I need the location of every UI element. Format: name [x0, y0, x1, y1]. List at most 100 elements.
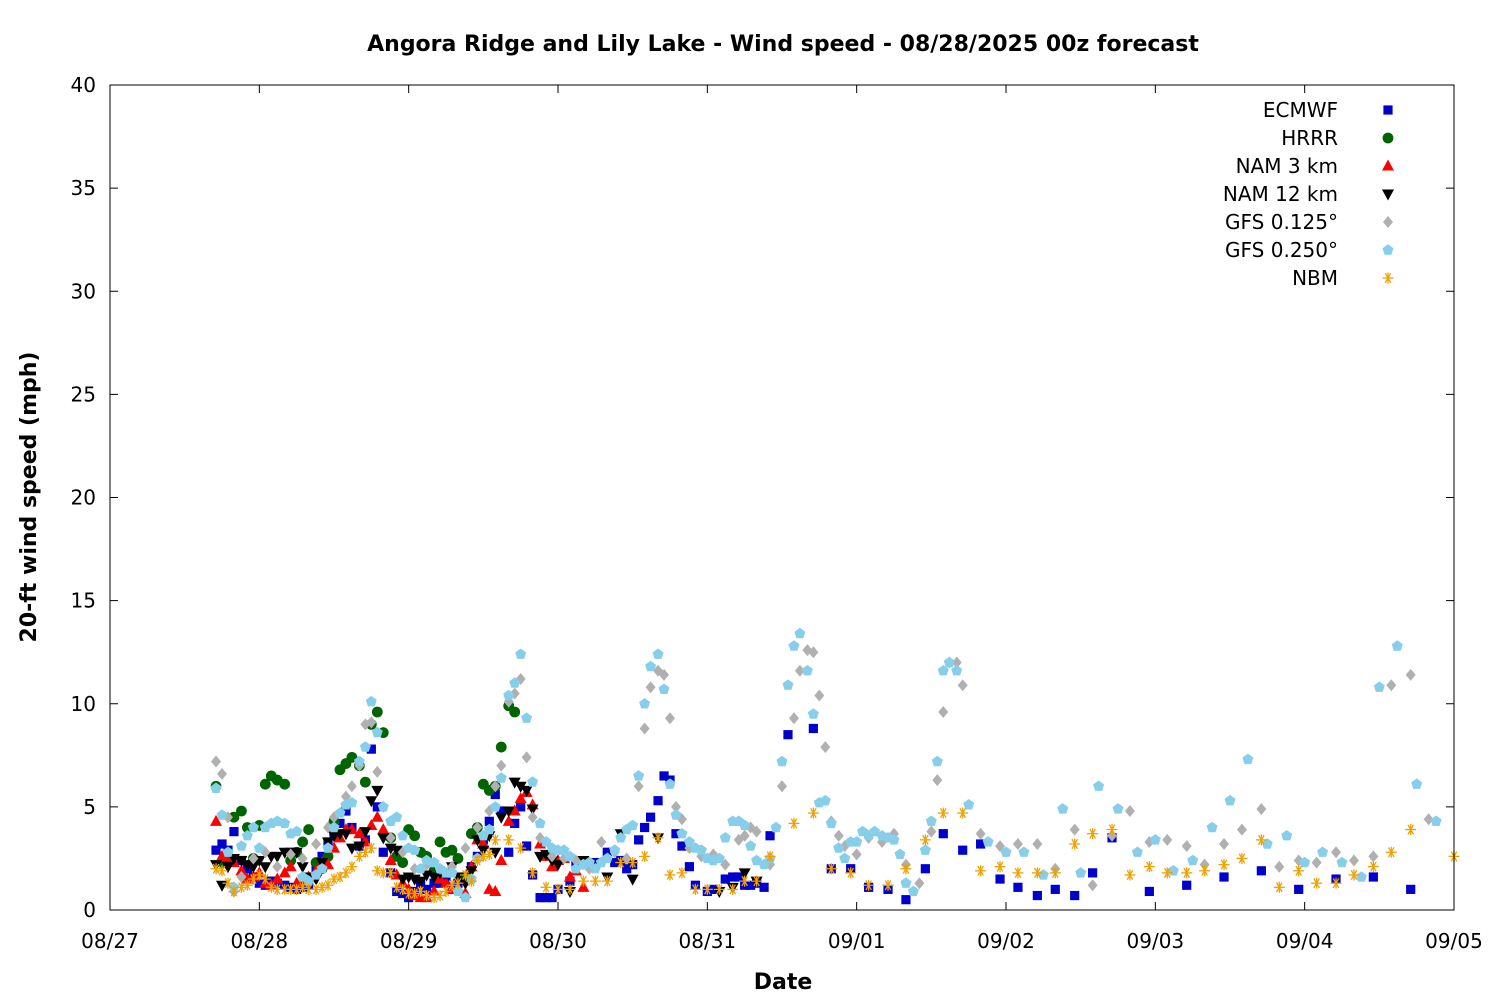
- data-point: [502, 814, 515, 826]
- data-point: [851, 836, 863, 847]
- data-point: [1411, 778, 1423, 789]
- data-point: [217, 767, 227, 780]
- y-tick-label: 35: [71, 176, 96, 200]
- data-point: [377, 833, 390, 845]
- data-point: [627, 857, 639, 869]
- data-point: [1373, 681, 1385, 692]
- data-point: [1405, 668, 1416, 681]
- data-point: [664, 778, 676, 789]
- data-point: [814, 689, 825, 702]
- chart-title: Angora Ridge and Lily Lake - Wind speed …: [367, 32, 1199, 57]
- data-point: [633, 770, 645, 781]
- data-point: [253, 842, 265, 853]
- data-point: [1331, 846, 1342, 859]
- data-point: [701, 883, 713, 895]
- data-point: [653, 796, 663, 806]
- data-point: [671, 829, 681, 839]
- data-point: [459, 869, 471, 881]
- data-point: [664, 869, 676, 881]
- data-point: [526, 804, 539, 816]
- data-point: [1348, 854, 1359, 867]
- data-point: [639, 850, 651, 862]
- data-point: [345, 843, 358, 855]
- data-point: [937, 807, 949, 819]
- data-point: [384, 854, 397, 865]
- data-point: [577, 875, 589, 887]
- data-point: [428, 872, 441, 884]
- data-point: [1368, 872, 1378, 882]
- data-point: [372, 765, 383, 778]
- data-point: [610, 857, 620, 868]
- data-point: [365, 695, 377, 707]
- plot-frame: [109, 84, 1455, 911]
- data-point: [490, 780, 501, 793]
- series-gfs-0-250-: [210, 627, 1442, 903]
- x-tick-label: 08/31: [679, 929, 737, 953]
- data-point: [303, 875, 315, 886]
- data-point: [291, 825, 303, 837]
- data-point: [1106, 824, 1118, 836]
- data-point: [235, 840, 247, 851]
- data-point: [421, 884, 432, 894]
- data-point: [770, 821, 782, 833]
- y-tick-label: 20: [71, 486, 96, 510]
- legend-marker: [1382, 132, 1394, 144]
- data-point: [385, 831, 396, 844]
- data-point: [303, 824, 315, 835]
- data-point: [975, 865, 987, 877]
- data-point: [495, 772, 507, 783]
- series-nam-3-km: [210, 785, 590, 903]
- series-nbm: [210, 807, 1460, 904]
- data-point: [552, 883, 564, 895]
- data-point: [788, 817, 800, 829]
- data-point: [483, 823, 495, 835]
- data-point: [353, 841, 366, 853]
- data-point: [1261, 838, 1273, 849]
- data-point: [1299, 856, 1311, 868]
- data-point: [759, 882, 769, 892]
- data-point: [919, 834, 931, 846]
- data-point: [490, 789, 500, 800]
- data-point: [521, 712, 533, 723]
- data-point: [446, 867, 458, 878]
- data-point: [1057, 803, 1069, 814]
- data-point: [1187, 854, 1199, 866]
- data-point: [310, 883, 322, 895]
- data-point: [409, 844, 421, 855]
- data-point: [495, 854, 508, 865]
- data-point: [365, 842, 377, 854]
- data-point: [297, 852, 308, 865]
- data-point: [645, 681, 656, 694]
- data-point: [1112, 803, 1124, 814]
- legend-marker: [1382, 244, 1394, 255]
- data-point: [719, 832, 731, 843]
- y-tick-label: 0: [83, 898, 96, 922]
- data-point: [489, 884, 502, 896]
- data-point: [1256, 802, 1267, 815]
- data-point: [764, 850, 776, 862]
- data-point: [248, 852, 259, 865]
- data-point: [684, 862, 695, 872]
- data-point: [290, 847, 303, 859]
- data-point: [247, 862, 260, 874]
- data-point: [235, 881, 247, 893]
- data-point: [228, 885, 240, 897]
- x-tick-label: 08/30: [529, 929, 587, 953]
- data-point: [346, 861, 358, 873]
- data-point: [994, 861, 1006, 873]
- data-point: [409, 888, 421, 899]
- legend-marker: [1383, 105, 1393, 115]
- data-point: [527, 867, 539, 879]
- data-point: [211, 845, 221, 855]
- data-point: [503, 689, 515, 701]
- data-point: [421, 890, 433, 902]
- data-point: [676, 867, 688, 879]
- data-point: [504, 847, 514, 857]
- data-point: [938, 829, 948, 839]
- data-point: [446, 844, 458, 856]
- data-point: [377, 867, 389, 879]
- data-point: [1000, 846, 1012, 857]
- data-point: [739, 819, 751, 831]
- data-point: [833, 829, 844, 842]
- data-point: [211, 755, 222, 768]
